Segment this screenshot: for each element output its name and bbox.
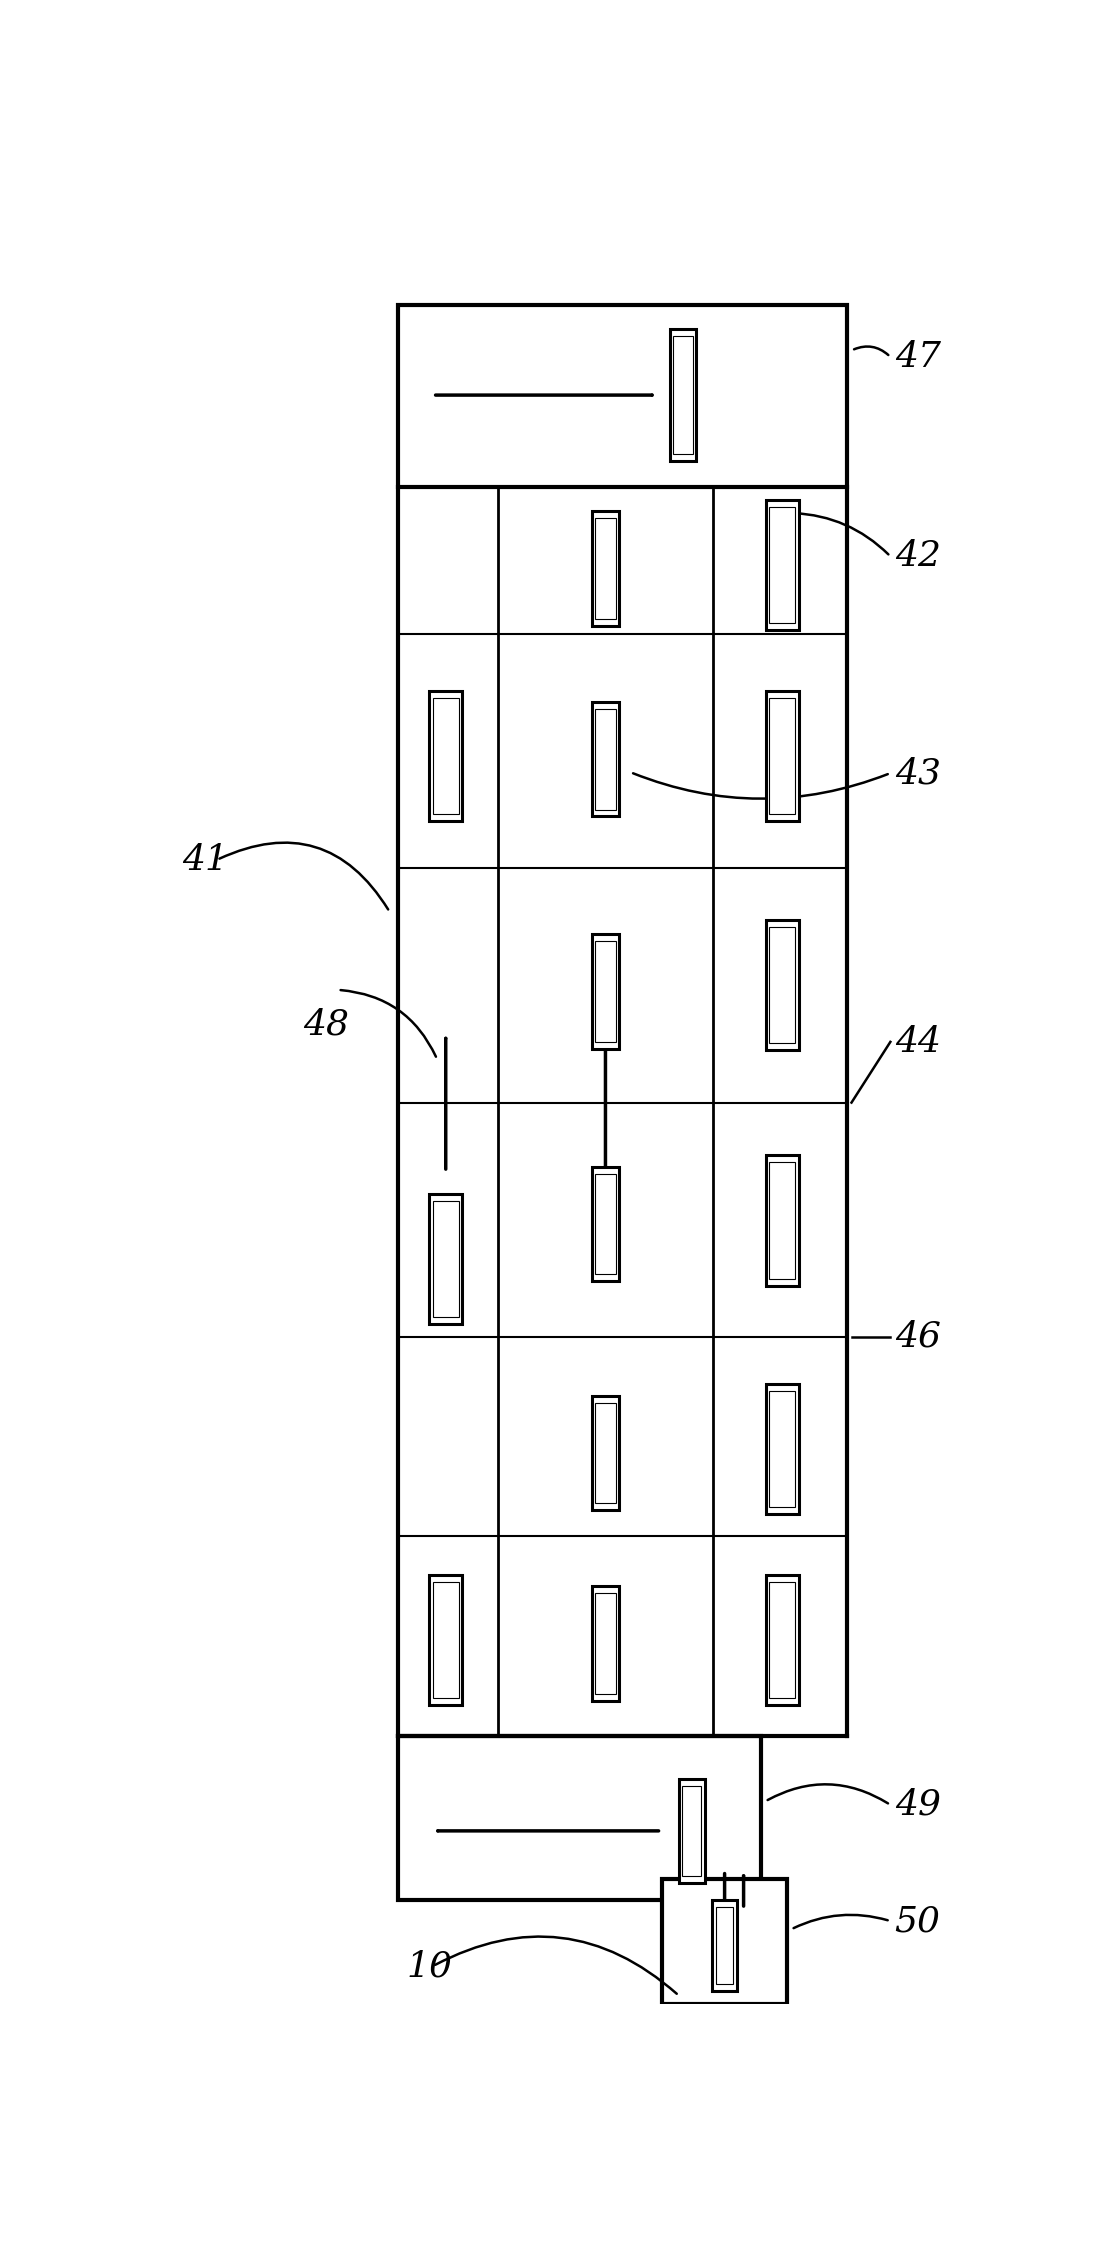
Bar bbox=[662, 1880, 786, 2004]
Bar bbox=[429, 691, 462, 820]
Text: 49: 49 bbox=[895, 1788, 940, 1822]
Bar bbox=[429, 1574, 462, 1705]
Text: 41: 41 bbox=[183, 842, 228, 876]
Bar bbox=[595, 1173, 616, 1275]
Bar bbox=[678, 1779, 705, 1883]
Bar bbox=[592, 935, 619, 1049]
Bar bbox=[595, 941, 616, 1043]
Bar bbox=[592, 511, 619, 626]
Text: 50: 50 bbox=[895, 1903, 940, 1939]
Text: 47: 47 bbox=[895, 340, 940, 374]
Bar bbox=[432, 698, 459, 813]
Bar bbox=[770, 698, 795, 813]
Bar bbox=[592, 1396, 619, 1511]
Bar bbox=[595, 1403, 616, 1502]
Bar bbox=[399, 1736, 761, 1901]
Bar bbox=[770, 926, 795, 1043]
Bar bbox=[592, 1167, 619, 1281]
Bar bbox=[670, 329, 696, 462]
Bar bbox=[595, 709, 616, 808]
Text: 46: 46 bbox=[895, 1320, 940, 1353]
Bar bbox=[432, 1583, 459, 1698]
Text: 48: 48 bbox=[303, 1007, 350, 1040]
Bar bbox=[716, 1907, 733, 1984]
Text: 43: 43 bbox=[895, 757, 940, 790]
Bar bbox=[674, 336, 693, 455]
Bar bbox=[766, 1574, 799, 1705]
Bar bbox=[712, 1901, 736, 1991]
Bar bbox=[595, 518, 616, 619]
Bar bbox=[766, 1155, 799, 1286]
Bar bbox=[432, 1200, 459, 1317]
Text: 44: 44 bbox=[895, 1025, 940, 1058]
Text: 10: 10 bbox=[407, 1950, 453, 1984]
Bar bbox=[766, 500, 799, 631]
Bar bbox=[682, 1786, 702, 1876]
Bar bbox=[770, 1162, 795, 1279]
Bar bbox=[770, 507, 795, 624]
Bar bbox=[770, 1392, 795, 1507]
Bar bbox=[429, 1194, 462, 1324]
Bar bbox=[399, 304, 848, 486]
Bar bbox=[592, 703, 619, 817]
Bar bbox=[766, 1385, 799, 1513]
Text: 42: 42 bbox=[895, 540, 940, 574]
Bar bbox=[592, 1585, 619, 1700]
Bar bbox=[766, 691, 799, 820]
Bar bbox=[766, 919, 799, 1049]
Bar bbox=[595, 1594, 616, 1694]
Bar bbox=[770, 1583, 795, 1698]
